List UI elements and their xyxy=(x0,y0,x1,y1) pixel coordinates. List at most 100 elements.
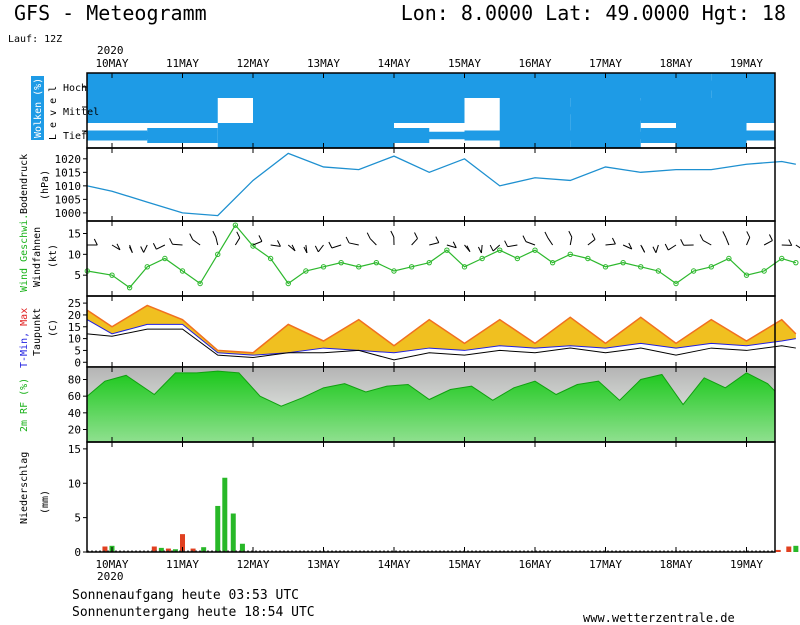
wind-barb xyxy=(492,244,501,252)
wind-point xyxy=(708,264,714,270)
wind-point xyxy=(532,247,538,253)
wind-barb-flag xyxy=(303,246,308,254)
wind-barb-flag xyxy=(768,234,773,241)
cloud-cell-hoch xyxy=(746,73,775,98)
wind-barb-flag xyxy=(680,239,685,246)
precip-bar-green xyxy=(239,543,245,552)
wind-barb xyxy=(622,244,632,250)
wind-frame xyxy=(86,220,776,297)
cloud-cell-tief xyxy=(746,131,775,140)
date-label-top: 19MAY xyxy=(730,57,763,70)
wind-point xyxy=(408,264,415,270)
date-label-bottom: 19MAY xyxy=(730,558,763,571)
precip-bar-green xyxy=(793,545,799,552)
wind-barb xyxy=(234,237,241,246)
pressure-line xyxy=(87,152,796,217)
wind-barb xyxy=(215,237,219,246)
wind-barb-flag xyxy=(611,237,616,245)
pressure-tick-label: 1005 xyxy=(55,193,82,206)
wind-barb xyxy=(369,238,377,246)
date-label-top: 13MAY xyxy=(307,57,340,70)
wind-barb xyxy=(655,244,659,253)
temp-tick-label: 20 xyxy=(68,309,81,322)
level-label: L e v e l xyxy=(48,86,59,140)
precip-tick-label: 10 xyxy=(68,477,81,490)
wind-point xyxy=(356,264,362,270)
level-mittel: Mittel xyxy=(63,107,99,118)
date-label-top: 12MAY xyxy=(236,57,269,70)
date-label-top: 15MAY xyxy=(448,57,481,70)
precip-bar-green xyxy=(230,513,236,552)
pressure-frame xyxy=(86,147,776,222)
cloud-cells xyxy=(87,73,775,148)
wind-barb-flag xyxy=(328,241,333,249)
wind-barb xyxy=(156,244,166,250)
pressure-tick-label: 1000 xyxy=(55,207,82,220)
precip-unit: (mm) xyxy=(40,490,51,514)
wind-point xyxy=(373,259,380,266)
wind-point xyxy=(267,255,274,262)
wind-point xyxy=(743,272,750,278)
temp-range-area xyxy=(87,305,796,356)
wind-barb-flag xyxy=(628,242,633,250)
temp-tick-label: 25 xyxy=(68,297,81,310)
precip-bar-red xyxy=(151,546,157,552)
wind-point xyxy=(391,268,397,274)
wind-barb-flag xyxy=(128,246,133,253)
precip-tick-label: 0 xyxy=(74,546,81,559)
precip-ylabel: Niederschlag xyxy=(19,452,30,524)
wind-barb xyxy=(429,242,439,246)
wind-point xyxy=(620,259,626,266)
precip-bar-green xyxy=(215,505,221,552)
precip-tick-label: 5 xyxy=(74,512,81,525)
wind-barb-flag xyxy=(212,230,217,238)
wind-point xyxy=(215,251,221,258)
wind-point xyxy=(303,268,309,274)
pressure-tick-label: 1020 xyxy=(55,153,82,166)
date-label-bottom: 13MAY xyxy=(307,558,340,571)
wind-barb-flag xyxy=(140,246,145,253)
wind-barb xyxy=(111,244,121,251)
precip-bar-red xyxy=(165,548,171,552)
wind-barb xyxy=(725,237,730,246)
wind-point xyxy=(162,255,168,262)
date-label-bottom: 15MAY xyxy=(448,558,481,571)
wind-barb-flag xyxy=(477,246,482,254)
wind-barb-flag xyxy=(152,243,157,250)
date-label-bottom: 18MAY xyxy=(659,558,692,571)
wind-barb-flag xyxy=(504,240,509,247)
wind-point xyxy=(567,251,573,258)
wind-point xyxy=(109,272,115,278)
date-label-bottom: 12MAY xyxy=(236,558,269,571)
wind-barb-flag xyxy=(466,245,471,252)
temp-unit: (C) xyxy=(48,319,59,337)
cloud-cell-tief xyxy=(394,131,465,140)
wind-barb xyxy=(252,240,263,246)
wind-barb-flag xyxy=(345,236,350,244)
wind-barb xyxy=(605,243,616,246)
precip-bar-red xyxy=(775,549,781,552)
wind-barb-flag xyxy=(414,232,418,239)
pressure-unit: (hPa) xyxy=(40,170,51,200)
wind-line xyxy=(87,224,797,289)
wind-point xyxy=(144,264,150,270)
wind-unit: (kt) xyxy=(48,244,59,268)
wind-barb-flag xyxy=(291,244,296,252)
date-label-bottom: 11MAY xyxy=(166,558,199,571)
wind-barb xyxy=(143,244,148,253)
wind-ylabel2: Windfahnen xyxy=(32,227,43,287)
wind-barb xyxy=(547,237,554,246)
wind-point xyxy=(479,255,485,262)
year-bottom: 2020 xyxy=(97,570,124,583)
precip-bar-red xyxy=(102,546,108,552)
wind-barb-flag xyxy=(591,233,596,240)
wind-point xyxy=(779,255,785,262)
precip-tick-label: 15 xyxy=(68,443,81,456)
wind-barb-flag xyxy=(277,240,281,247)
precip-bar-red xyxy=(180,534,185,552)
cloud-cell-tief xyxy=(711,130,775,141)
level-tief: Tief xyxy=(63,131,87,142)
precip-bar-green xyxy=(158,547,164,552)
wind-barb xyxy=(480,244,483,254)
